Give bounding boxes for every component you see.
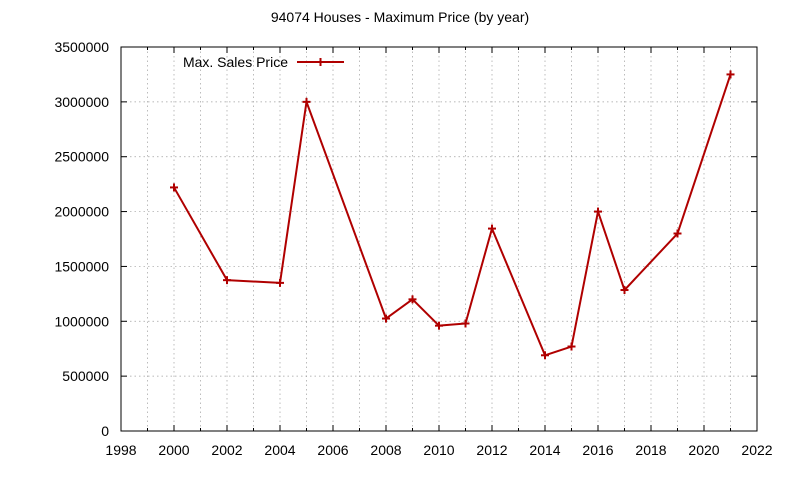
x-tick-label: 2020 xyxy=(688,442,719,458)
plot-frame xyxy=(120,46,758,432)
x-tick-label: 2014 xyxy=(529,442,560,458)
axis-ticks xyxy=(120,46,758,432)
x-tick-label: 2000 xyxy=(158,442,189,458)
y-tick-label: 2500000 xyxy=(54,149,109,165)
y-tick-label: 3000000 xyxy=(54,94,109,110)
data-point xyxy=(408,295,417,304)
x-tick-label: 1998 xyxy=(105,442,136,458)
x-tick-label: 2008 xyxy=(370,442,401,458)
legend-marker xyxy=(316,58,325,66)
data-point xyxy=(673,229,682,238)
x-tick-label: 2022 xyxy=(741,442,772,458)
x-tick-label: 2016 xyxy=(582,442,613,458)
y-tick-label: 0 xyxy=(101,423,109,439)
legend: Max. Sales Price xyxy=(183,54,344,70)
x-tick-label: 2018 xyxy=(635,442,666,458)
data-point xyxy=(594,207,602,216)
data-point xyxy=(620,286,629,295)
legend-label: Max. Sales Price xyxy=(183,54,288,70)
data-point xyxy=(461,319,470,328)
y-tick-label: 1500000 xyxy=(54,258,109,274)
y-tick-label: 3500000 xyxy=(54,39,109,55)
x-tick-label: 2006 xyxy=(317,442,348,458)
series-layer xyxy=(170,70,735,360)
data-point xyxy=(488,224,496,233)
data-point xyxy=(302,97,311,106)
x-tick-labels: 1998 2000 2002 2004 2006 2008 2010 2012 2014 2016… xyxy=(105,442,772,458)
legend-plus-marker xyxy=(316,58,325,66)
y-tick-labels: 0 500000 1000000 1500000 2000000 2500000 30000… xyxy=(54,39,109,439)
data-point xyxy=(382,314,390,323)
data-point xyxy=(170,183,178,192)
y-tick-label: 2000000 xyxy=(54,204,109,220)
grid-lines xyxy=(121,47,757,431)
data-point xyxy=(435,321,443,330)
data-point xyxy=(726,70,735,79)
data-point xyxy=(567,342,576,351)
x-tick-label: 2012 xyxy=(476,442,507,458)
y-tick-label: 1000000 xyxy=(54,313,109,329)
x-tick-label: 2002 xyxy=(211,442,242,458)
x-tick-label: 2004 xyxy=(264,442,295,458)
chart-title: 94074 Houses - Maximum Price (by year) xyxy=(271,9,529,25)
x-tick-label: 2010 xyxy=(423,442,454,458)
data-point xyxy=(541,351,549,360)
data-point xyxy=(223,276,231,285)
y-tick-label: 500000 xyxy=(62,368,109,384)
data-point xyxy=(276,278,284,287)
series-line xyxy=(173,74,732,357)
